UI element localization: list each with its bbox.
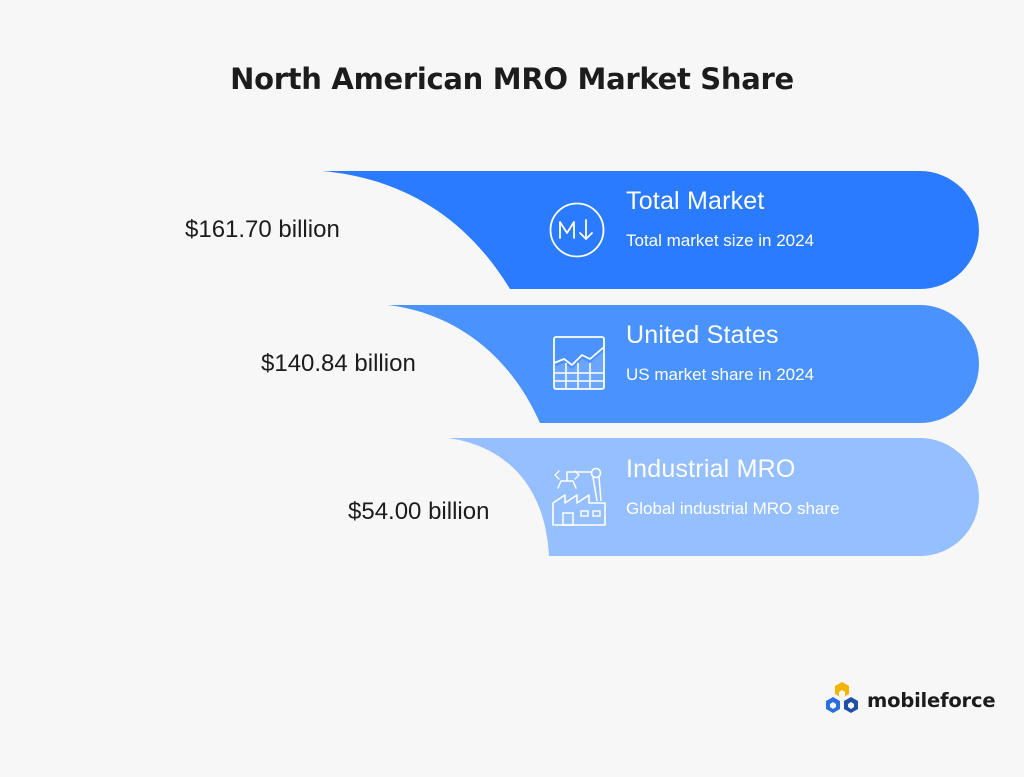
tier-subtitle: US market share in 2024 bbox=[626, 365, 815, 384]
brand-name: mobileforce bbox=[867, 688, 996, 712]
brand-logo: mobileforce bbox=[823, 681, 996, 719]
tier-title: Industrial MRO bbox=[626, 455, 796, 483]
tier-band-united-states bbox=[388, 305, 979, 423]
tier-card-total-market: Total Market Total market size in 2024 bbox=[626, 187, 814, 251]
tier-subtitle: Total market size in 2024 bbox=[626, 231, 815, 250]
tier-value-industrial-mro: $54.00 billion bbox=[348, 498, 490, 525]
tier-subtitle: Global industrial MRO share bbox=[626, 499, 840, 518]
factory-robot-arm-icon bbox=[552, 467, 606, 526]
growth-chart-icon bbox=[553, 336, 605, 390]
tier-card-united-states: United States US market share in 2024 bbox=[626, 321, 814, 385]
tier-value-total-market: $161.70 billion bbox=[185, 216, 340, 243]
mobileforce-hexagon-logo bbox=[826, 682, 858, 713]
tier-card-industrial-mro: Industrial MRO Global industrial MRO sha… bbox=[626, 455, 840, 519]
tier-band-industrial-mro bbox=[448, 438, 979, 556]
tier-value-united-states: $140.84 billion bbox=[261, 350, 416, 377]
page-title: North American MRO Market Share bbox=[230, 62, 794, 96]
tier-title: United States bbox=[626, 321, 779, 349]
m-down-arrow-icon bbox=[549, 202, 605, 258]
tier-title: Total Market bbox=[626, 187, 765, 215]
tier-band-total-market bbox=[322, 171, 979, 289]
